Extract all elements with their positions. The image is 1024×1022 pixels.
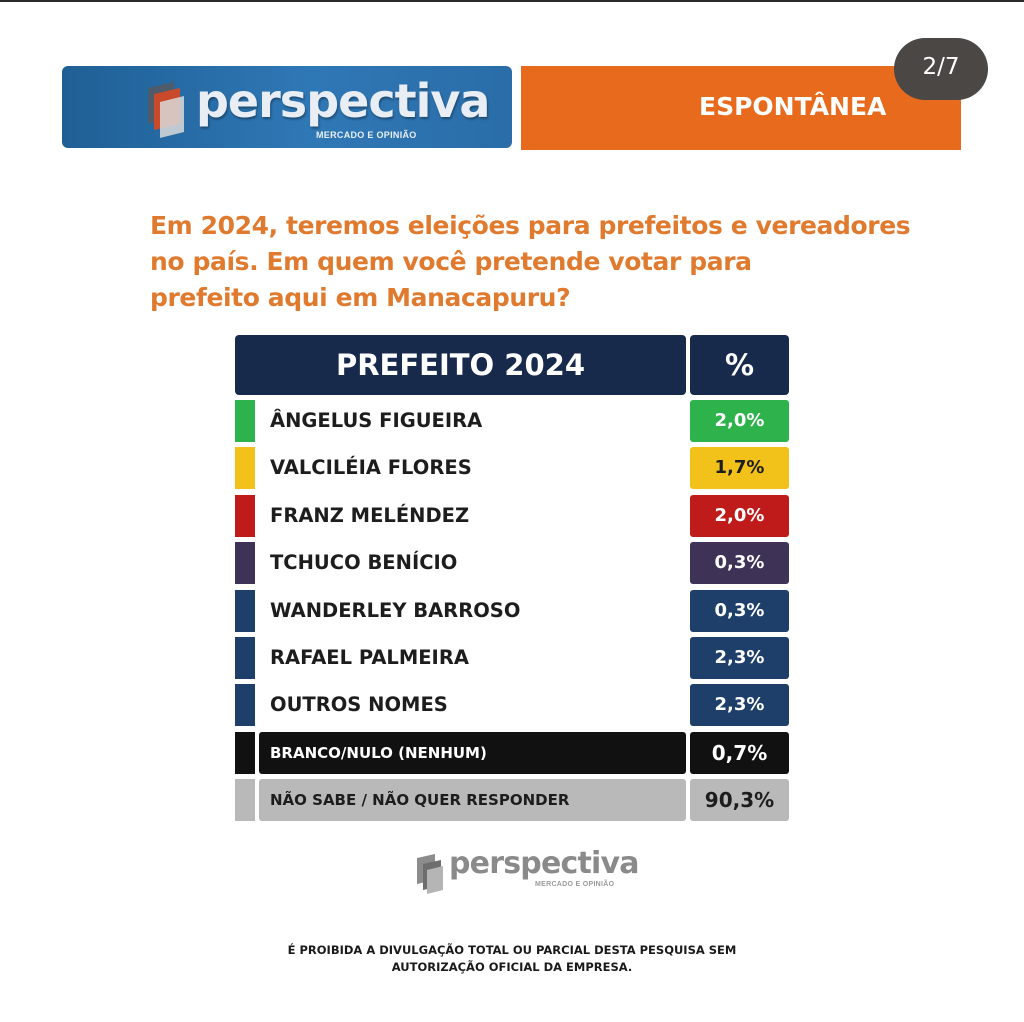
row-percent-value: 0,3% [690, 542, 789, 584]
perspectiva-logo-icon [148, 82, 184, 138]
question-line: prefeito aqui em Manacapuru? [150, 283, 571, 312]
survey-type-label: ESPONTÂNEA [699, 92, 887, 121]
row-color-swatch [235, 542, 255, 584]
footer-brand-logo: perspectiva MERCADO E OPINIÃO [415, 846, 640, 894]
row-candidate-name: ÂNGELUS FIGUEIRA [270, 409, 483, 432]
table-row: BRANCO/NULO (NENHUM) 0,7% [235, 732, 789, 774]
disclaimer-line: AUTORIZAÇÃO OFICIAL DA EMPRESA. [391, 960, 633, 974]
row-color-swatch [235, 779, 255, 821]
table-row: RAFAEL PALMEIRA 2,3% [235, 637, 789, 679]
row-color-swatch [235, 590, 255, 632]
row-candidate-name: FRANZ MELÉNDEZ [270, 504, 470, 527]
brand-tagline: MERCADO E OPINIÃO [316, 130, 417, 140]
footer-brand-tagline: MERCADO E OPINIÃO [535, 881, 615, 888]
row-color-swatch [235, 637, 255, 679]
top-divider [0, 0, 1024, 2]
survey-type-banner: ESPONTÂNEA [521, 66, 961, 150]
page-indicator: 2/7 [894, 38, 988, 100]
table-row: NÃO SABE / NÃO QUER RESPONDER 90,3% [235, 779, 789, 821]
row-percent-value: 2,0% [690, 400, 789, 442]
row-color-swatch [235, 732, 255, 774]
table-row: OUTROS NOMES 2,3% [235, 684, 789, 726]
row-candidate-name: RAFAEL PALMEIRA [270, 646, 469, 669]
row-candidate-name: WANDERLEY BARROSO [270, 599, 521, 622]
row-percent-value: 0,3% [690, 590, 789, 632]
row-candidate-name: OUTROS NOMES [270, 693, 448, 716]
survey-question: Em 2024, teremos eleições para prefeitos… [150, 208, 911, 316]
brand-banner: perspectiva MERCADO E OPINIÃO [62, 66, 512, 148]
table-row: TCHUCO BENÍCIO 0,3% [235, 542, 789, 584]
row-percent-value: 90,3% [690, 779, 789, 821]
row-candidate-name: NÃO SABE / NÃO QUER RESPONDER [270, 791, 570, 809]
row-name-box: BRANCO/NULO (NENHUM) [259, 732, 686, 774]
row-percent-value: 2,3% [690, 637, 789, 679]
row-color-swatch [235, 495, 255, 537]
brand-wordmark: perspectiva [196, 74, 490, 128]
table-row: VALCILÉIA FLORES 1,7% [235, 447, 789, 489]
row-color-swatch [235, 400, 255, 442]
question-line: no país. Em quem você pretende votar par… [150, 247, 752, 276]
row-candidate-name: TCHUCO BENÍCIO [270, 551, 458, 574]
row-percent-value: 2,0% [690, 495, 789, 537]
table-header-percent: % [690, 335, 789, 395]
row-percent-value: 1,7% [690, 447, 789, 489]
table-row: WANDERLEY BARROSO 0,3% [235, 590, 789, 632]
table-row: FRANZ MELÉNDEZ 2,0% [235, 495, 789, 537]
table-header-candidate: PREFEITO 2024 [235, 335, 686, 395]
row-candidate-name: VALCILÉIA FLORES [270, 456, 472, 479]
page-indicator-text: 2/7 [922, 54, 960, 80]
row-percent-value: 0,7% [690, 732, 789, 774]
row-percent-value: 2,3% [690, 684, 789, 726]
row-color-swatch [235, 447, 255, 489]
row-candidate-name: BRANCO/NULO (NENHUM) [270, 744, 487, 762]
table-row: ÂNGELUS FIGUEIRA 2,0% [235, 400, 789, 442]
question-line: Em 2024, teremos eleições para prefeitos… [150, 211, 911, 240]
row-name-box: NÃO SABE / NÃO QUER RESPONDER [259, 779, 686, 821]
perspectiva-footer-icon [417, 854, 443, 894]
disclaimer: É PROIBIDA A DIVULGAÇÃO TOTAL OU PARCIAL… [262, 942, 762, 976]
footer-brand-wordmark: perspectiva [449, 846, 640, 881]
disclaimer-line: É PROIBIDA A DIVULGAÇÃO TOTAL OU PARCIAL… [287, 943, 737, 957]
row-color-swatch [235, 684, 255, 726]
